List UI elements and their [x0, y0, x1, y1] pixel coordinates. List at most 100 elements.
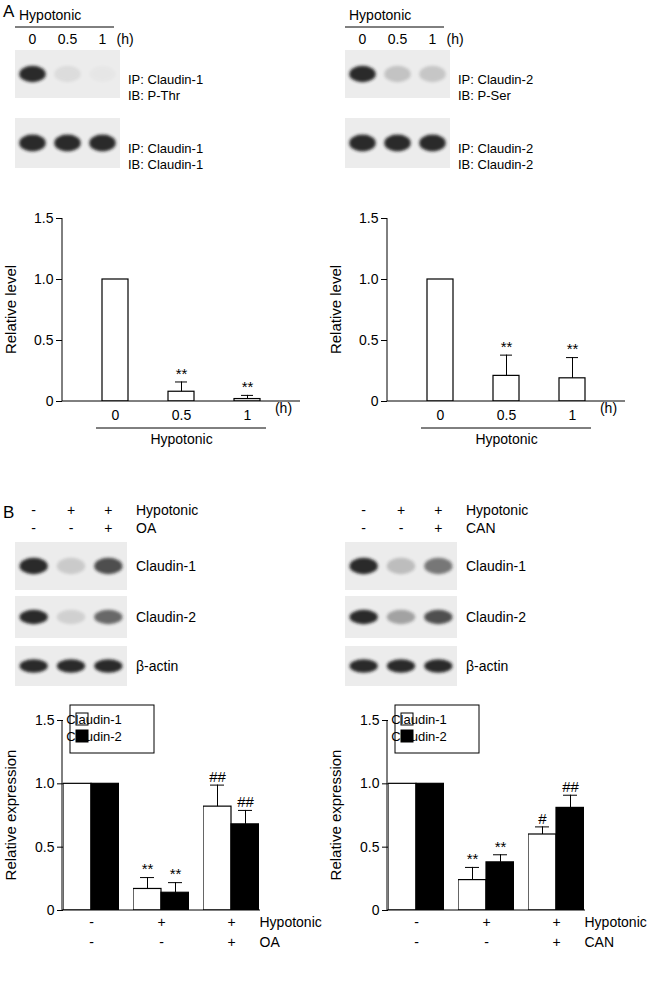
- svg-text:Hypotonic: Hypotonic: [475, 431, 537, 447]
- svg-text:+: +: [104, 502, 112, 518]
- svg-text:0: 0: [29, 31, 37, 47]
- svg-text:A: A: [3, 2, 15, 21]
- svg-text:+: +: [227, 934, 235, 950]
- svg-text:CAN: CAN: [585, 934, 615, 950]
- svg-text:+: +: [434, 520, 442, 536]
- svg-text:+: +: [67, 502, 75, 518]
- svg-text:(h): (h): [117, 31, 134, 47]
- svg-text:Claudin-2: Claudin-2: [66, 729, 122, 744]
- svg-text:Relative level: Relative level: [2, 265, 19, 354]
- svg-text:##: ##: [209, 768, 226, 785]
- svg-text:Relative expression: Relative expression: [327, 750, 344, 881]
- svg-text:0.5: 0.5: [360, 839, 380, 855]
- svg-text:1: 1: [99, 31, 107, 47]
- svg-text:Claudin-2: Claudin-2: [136, 609, 196, 625]
- svg-text:-: -: [361, 520, 366, 536]
- svg-text:**: **: [501, 338, 513, 355]
- svg-text:**: **: [242, 378, 254, 395]
- svg-text:-: -: [361, 502, 366, 518]
- svg-text:-: -: [414, 934, 419, 950]
- svg-text:IP: Claudin-1: IP: Claudin-1: [128, 72, 203, 87]
- svg-text:0.5: 0.5: [359, 332, 379, 348]
- svg-text:Claudin-2: Claudin-2: [391, 729, 447, 744]
- svg-text:IB: Claudin-1: IB: Claudin-1: [128, 157, 203, 172]
- svg-text:-: -: [69, 520, 74, 536]
- svg-text:IP: Claudin-2: IP: Claudin-2: [458, 141, 533, 156]
- svg-text:-: -: [399, 520, 404, 536]
- svg-text:Hypotonic: Hypotonic: [136, 502, 198, 518]
- svg-text:0: 0: [359, 31, 367, 47]
- svg-text:1.5: 1.5: [34, 210, 54, 226]
- svg-text:1.0: 1.0: [35, 775, 55, 791]
- svg-text:IB: P-Thr: IB: P-Thr: [128, 88, 181, 103]
- svg-text:Claudin-1: Claudin-1: [66, 712, 122, 727]
- svg-text:IB: P-Ser: IB: P-Ser: [458, 88, 511, 103]
- svg-text:-: -: [414, 914, 419, 930]
- svg-text:Hypotonic: Hypotonic: [585, 914, 647, 930]
- svg-text:IP: Claudin-1: IP: Claudin-1: [128, 141, 203, 156]
- svg-text:Hypotonic: Hypotonic: [19, 7, 81, 23]
- svg-text:0: 0: [371, 393, 379, 409]
- svg-text:Claudin-2: Claudin-2: [466, 609, 526, 625]
- svg-text:(h): (h): [275, 400, 292, 416]
- svg-text:1.5: 1.5: [359, 210, 379, 226]
- svg-text:Hypotonic: Hypotonic: [150, 431, 212, 447]
- svg-text:-: -: [484, 934, 489, 950]
- svg-text:##: ##: [237, 793, 254, 810]
- svg-text:OA: OA: [136, 520, 157, 536]
- svg-text:+: +: [397, 502, 405, 518]
- svg-text:B: B: [3, 503, 14, 522]
- svg-text:0: 0: [437, 407, 445, 423]
- svg-text:Claudin-1: Claudin-1: [391, 712, 447, 727]
- svg-text:**: **: [176, 365, 188, 382]
- svg-text:+: +: [482, 914, 490, 930]
- svg-text:**: **: [170, 865, 182, 882]
- svg-text:OA: OA: [260, 934, 281, 950]
- svg-text:1: 1: [429, 31, 437, 47]
- svg-text:0.5: 0.5: [35, 839, 55, 855]
- svg-text:1.5: 1.5: [360, 712, 380, 728]
- svg-text:1.0: 1.0: [34, 271, 54, 287]
- svg-text:1: 1: [244, 407, 252, 423]
- svg-text:0: 0: [372, 902, 380, 918]
- svg-text:IP: Claudin-2: IP: Claudin-2: [458, 72, 533, 87]
- svg-text:-: -: [89, 914, 94, 930]
- svg-text:Relative level: Relative level: [327, 265, 344, 354]
- svg-text:**: **: [567, 340, 579, 357]
- svg-text:Relative expression: Relative expression: [2, 750, 19, 881]
- svg-text:+: +: [104, 520, 112, 536]
- svg-text:-: -: [159, 934, 164, 950]
- svg-text:0.5: 0.5: [497, 407, 517, 423]
- svg-text:Hypotonic: Hypotonic: [466, 502, 528, 518]
- svg-text:0.5: 0.5: [34, 332, 54, 348]
- svg-text:β-actin: β-actin: [466, 658, 508, 674]
- svg-text:1.5: 1.5: [35, 712, 55, 728]
- svg-text:**: **: [142, 860, 154, 877]
- svg-text:0: 0: [112, 407, 120, 423]
- svg-text:Claudin-1: Claudin-1: [466, 558, 526, 574]
- svg-text:+: +: [434, 502, 442, 518]
- svg-text:+: +: [552, 934, 560, 950]
- svg-text:0.5: 0.5: [172, 407, 192, 423]
- svg-text:0.5: 0.5: [388, 31, 408, 47]
- svg-text:IB: Claudin-2: IB: Claudin-2: [458, 157, 533, 172]
- svg-text:Hypotonic: Hypotonic: [349, 7, 411, 23]
- svg-text:+: +: [157, 914, 165, 930]
- svg-text:-: -: [89, 934, 94, 950]
- svg-text:0: 0: [47, 902, 55, 918]
- svg-text:**: **: [467, 850, 479, 867]
- svg-text:1.0: 1.0: [359, 271, 379, 287]
- svg-text:Claudin-1: Claudin-1: [136, 558, 196, 574]
- svg-text:##: ##: [562, 778, 579, 795]
- svg-text:+: +: [552, 914, 560, 930]
- svg-text:CAN: CAN: [466, 520, 496, 536]
- svg-text:(h): (h): [447, 31, 464, 47]
- svg-text:**: **: [495, 838, 507, 855]
- svg-text:+: +: [227, 914, 235, 930]
- svg-text:#: #: [538, 810, 547, 827]
- svg-text:-: -: [31, 502, 36, 518]
- svg-text:β-actin: β-actin: [136, 658, 178, 674]
- svg-text:(h): (h): [600, 400, 617, 416]
- svg-text:1.0: 1.0: [360, 775, 380, 791]
- svg-text:-: -: [31, 520, 36, 536]
